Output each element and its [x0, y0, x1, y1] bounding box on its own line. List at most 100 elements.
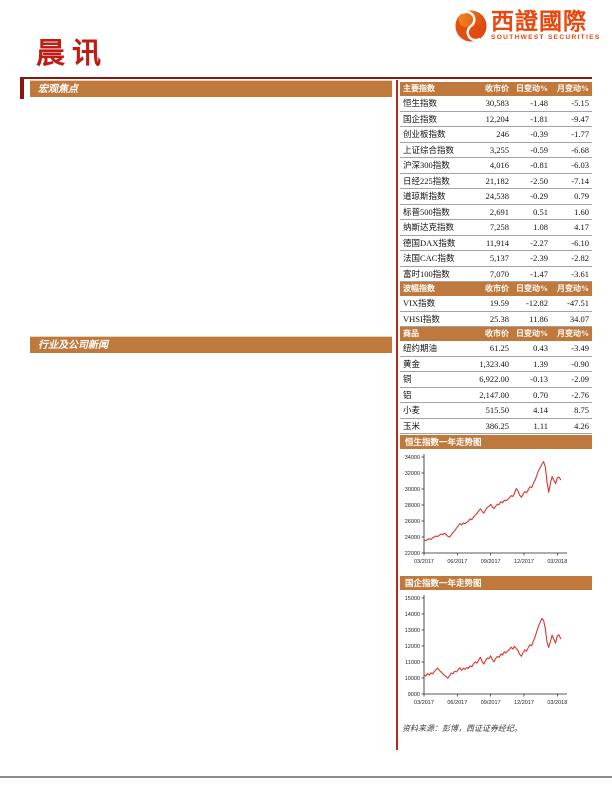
row-label: 道琼斯指数: [403, 191, 446, 202]
hsi-chart: 22000 24000 26000 28000 30000 32000 34000 03/20…: [400, 449, 592, 575]
row-value: 2,691: [489, 206, 509, 217]
row-value: 0.51: [533, 206, 548, 217]
table-row: 黄金 1,323.40 1.39 -0.90: [400, 357, 592, 372]
band-col-2: 日变动%: [516, 329, 548, 338]
row-label: 国企指数: [403, 113, 438, 124]
row-value: -2.39: [530, 253, 548, 264]
svg-text:28000: 28000: [405, 503, 420, 509]
svg-text:03/2017: 03/2017: [414, 700, 434, 706]
hscei-chart-block: 国企指数一年走势图 9000 10000 11000 12000 13000 14000 1…: [400, 576, 592, 716]
row-label: VIX指数: [403, 298, 436, 309]
row-value: -0.81: [530, 160, 548, 171]
row-value: -6.68: [571, 144, 589, 155]
table-row: 铝 2,147.00 0.70 -2.76: [400, 388, 592, 403]
row-value: 246: [496, 129, 509, 140]
row-value: 19.59: [489, 298, 509, 309]
table-row: 创业板指数 246 -0.39 -1.77: [400, 127, 592, 143]
row-value: -5.15: [571, 98, 589, 109]
row-value: -0.29: [530, 191, 548, 202]
row-label: 黄金: [403, 358, 421, 369]
row-value: 11.86: [529, 313, 548, 324]
table-row: 德国DAX指数 11,914 -2.27 -6.10: [400, 236, 592, 251]
row-value: 1.08: [533, 222, 548, 233]
row-value: 7,070: [489, 268, 509, 279]
brand-name-cn: 西證國際: [491, 9, 587, 34]
row-label: 玉米: [403, 420, 421, 431]
row-label: 富时100指数: [403, 268, 450, 279]
table-row: 日经225指数 21,182 -2.50 -7.14: [400, 174, 592, 189]
hscei-chart: 9000 10000 11000 12000 13000 14000 15000 03/201…: [400, 590, 592, 716]
band-col-0: 主要指数: [403, 84, 435, 93]
page-title: 晨讯: [36, 38, 109, 70]
row-value: -12.82: [526, 298, 548, 309]
band-col-1: 收市价: [485, 329, 509, 338]
row-value: 24,538: [485, 191, 509, 202]
row-value: -0.90: [571, 358, 589, 369]
row-value: 34.07: [569, 313, 589, 324]
row-value: -6.10: [571, 237, 589, 248]
row-value: -3.49: [571, 343, 589, 354]
row-label: 小麦: [403, 405, 421, 416]
row-value: 7,258: [489, 222, 509, 233]
row-label: VHSI指数: [403, 313, 440, 324]
row-value: -1.47: [530, 268, 548, 279]
row-label: 纽约期油: [403, 343, 438, 354]
row-label: 创业板指数: [403, 129, 446, 140]
svg-text:12/2017: 12/2017: [514, 700, 534, 706]
row-value: -1.48: [530, 98, 548, 109]
band-col-1: 收市价: [485, 284, 509, 293]
svg-text:15000: 15000: [405, 596, 420, 602]
commodities-table: 商品 收市价 日变动% 月变动% 纽约期油 61.25 0.43 -3.49 黄金 1,323.4…: [400, 327, 592, 434]
svg-text:26000: 26000: [405, 519, 420, 525]
brand-swirl-icon: [455, 10, 487, 42]
row-label: 德国DAX指数: [403, 237, 456, 248]
table-row: 法国CAC指数 5,137 -2.39 -2.82: [400, 251, 592, 267]
table-row: 玉米 386.25 1.11 4.26: [400, 419, 592, 434]
svg-text:03/2017: 03/2017: [414, 559, 434, 565]
row-value: 1.11: [533, 420, 548, 431]
row-label: 纳斯达克指数: [403, 222, 455, 233]
svg-text:24000: 24000: [405, 535, 420, 541]
svg-text:09/2017: 09/2017: [481, 700, 501, 706]
row-value: -2.82: [571, 253, 589, 264]
row-value: 61.25: [489, 343, 509, 354]
source-note: 资料来源：彭博，西证证券经纪。: [402, 724, 522, 733]
row-value: 1,323.40: [479, 358, 509, 369]
table-band-volatility-indices: 波幅指数 收市价 日变动% 月变动%: [400, 282, 592, 296]
band-col-3: 月变动%: [557, 329, 589, 338]
svg-text:03/2018: 03/2018: [547, 700, 567, 706]
title-rule: [20, 77, 592, 79]
svg-text:14000: 14000: [405, 612, 420, 618]
row-label: 沪深300指数: [403, 160, 450, 171]
row-value: 25.38: [489, 313, 509, 324]
band-col-2: 日变动%: [516, 284, 548, 293]
row-value: 0.43: [533, 343, 548, 354]
table-row: 沪深300指数 4,016 -0.81 -6.03: [400, 158, 592, 174]
svg-text:06/2017: 06/2017: [447, 700, 467, 706]
svg-text:32000: 32000: [405, 471, 420, 477]
row-value: 2,147.00: [479, 389, 509, 400]
row-label: 恒生指数: [403, 98, 438, 109]
svg-text:06/2017: 06/2017: [447, 559, 467, 565]
hscei-chart-title: 国企指数一年走势图: [400, 576, 592, 590]
row-value: -2.27: [530, 237, 548, 248]
table-row: 铜 6,922.00 -0.13 -2.09: [400, 372, 592, 388]
page-bottom-rule: [0, 776, 612, 778]
brand-name-en: SOUTHWEST SECURITIES: [491, 34, 601, 41]
row-value: 21,182: [485, 175, 509, 186]
brand-logo: 西證國際 SOUTHWEST SECURITIES: [454, 9, 601, 43]
row-value: 0.79: [574, 191, 589, 202]
volatility-indices-table: 波幅指数 收市价 日变动% 月变动% VIX指数 19.59 -12.82 -47.51 VHS…: [400, 282, 592, 327]
table-band-major-indices: 主要指数 收市价 日变动% 月变动%: [400, 82, 592, 96]
section-industry-news: 行业及公司新闻: [30, 336, 392, 353]
row-value: -0.13: [530, 374, 548, 385]
section-macro-focus: 宏观焦点: [30, 80, 392, 97]
market-data-column: 主要指数 收市价 日变动% 月变动% 恒生指数 30,583 -1.48 -5.15 国企指数 1…: [400, 82, 592, 734]
chart-canvas: 22000 24000 26000 28000 30000 32000 34000 03/20…: [405, 454, 567, 565]
row-value: 1.60: [574, 206, 589, 217]
table-row: 恒生指数 30,583 -1.48 -5.15: [400, 96, 592, 112]
row-value: -0.59: [530, 144, 548, 155]
band-col-3: 月变动%: [557, 84, 589, 93]
row-value: -7.14: [571, 175, 589, 186]
